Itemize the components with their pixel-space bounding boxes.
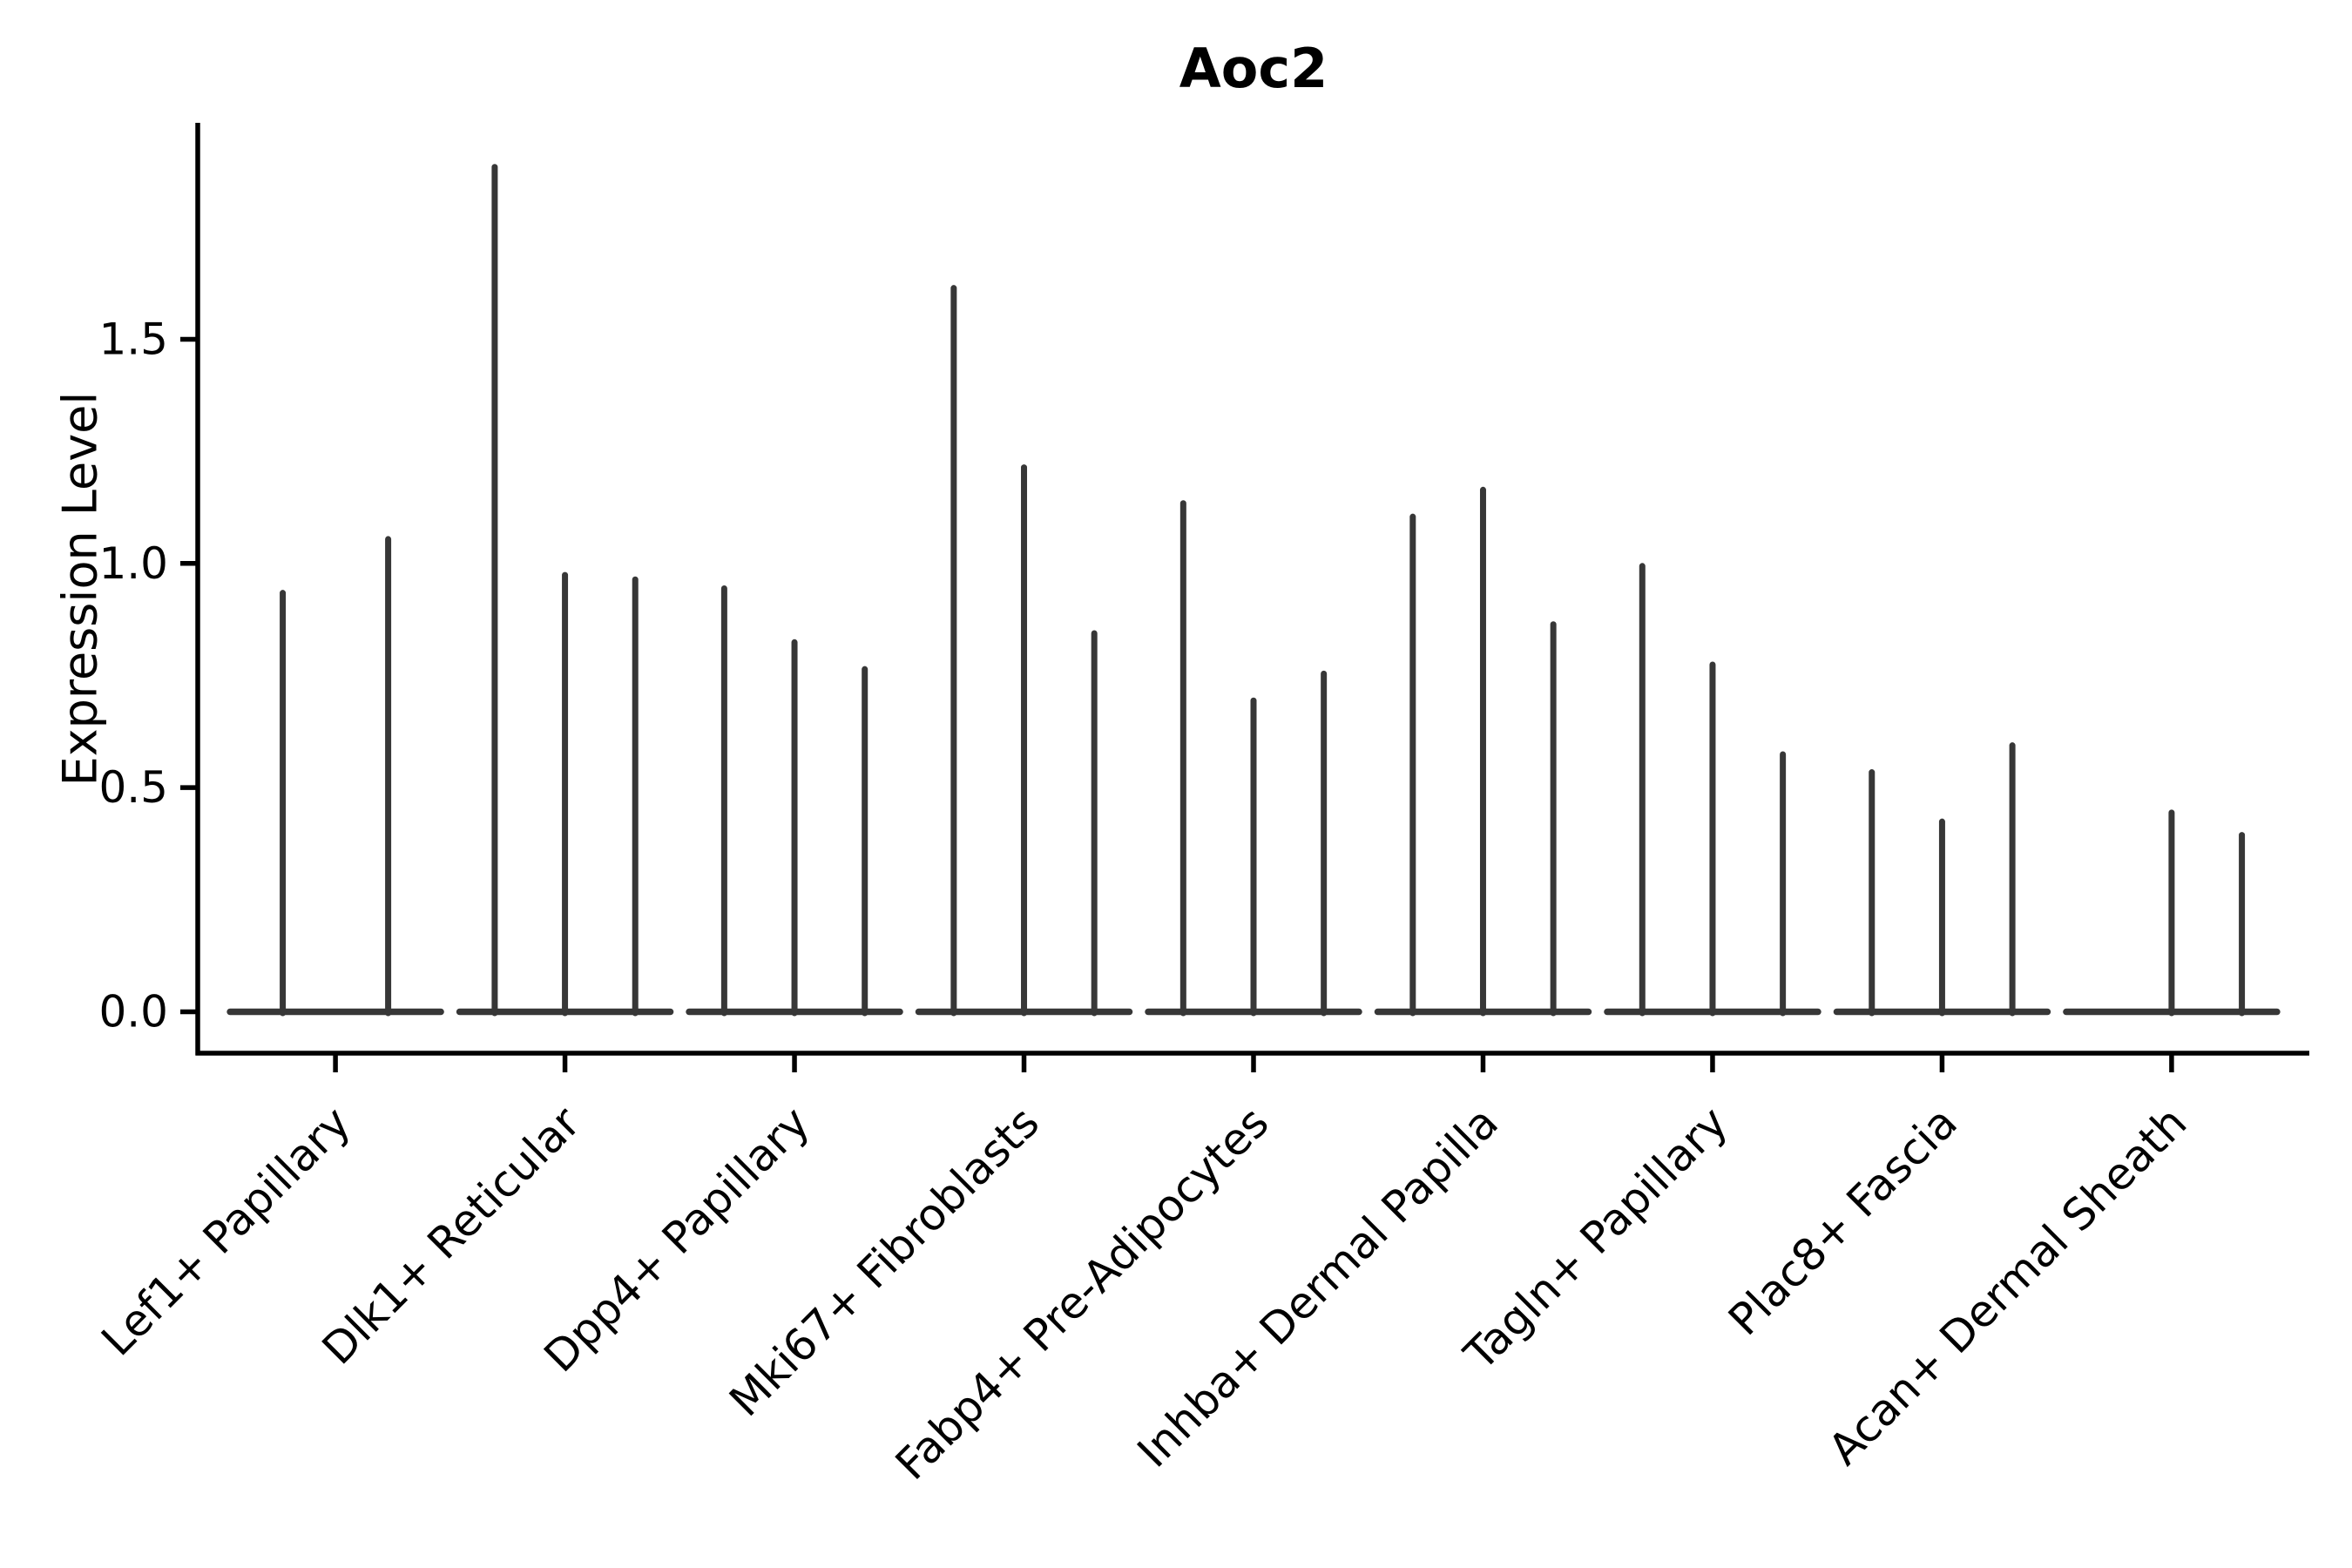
- y-tick-label: 0.5: [98, 762, 168, 813]
- x-category-label: Plac8+ Fascia: [1719, 1097, 1967, 1345]
- y-tick-label: 1.5: [98, 314, 168, 364]
- chart-title: Aoc2: [1179, 37, 1328, 100]
- y-tick-label: 1.0: [98, 538, 168, 589]
- x-category-label: Lef1+ Papillary: [91, 1097, 360, 1365]
- x-category-label: Fabp4+ Pre-Adipocytes: [886, 1097, 1279, 1490]
- y-tick-label: 0.0: [98, 987, 168, 1037]
